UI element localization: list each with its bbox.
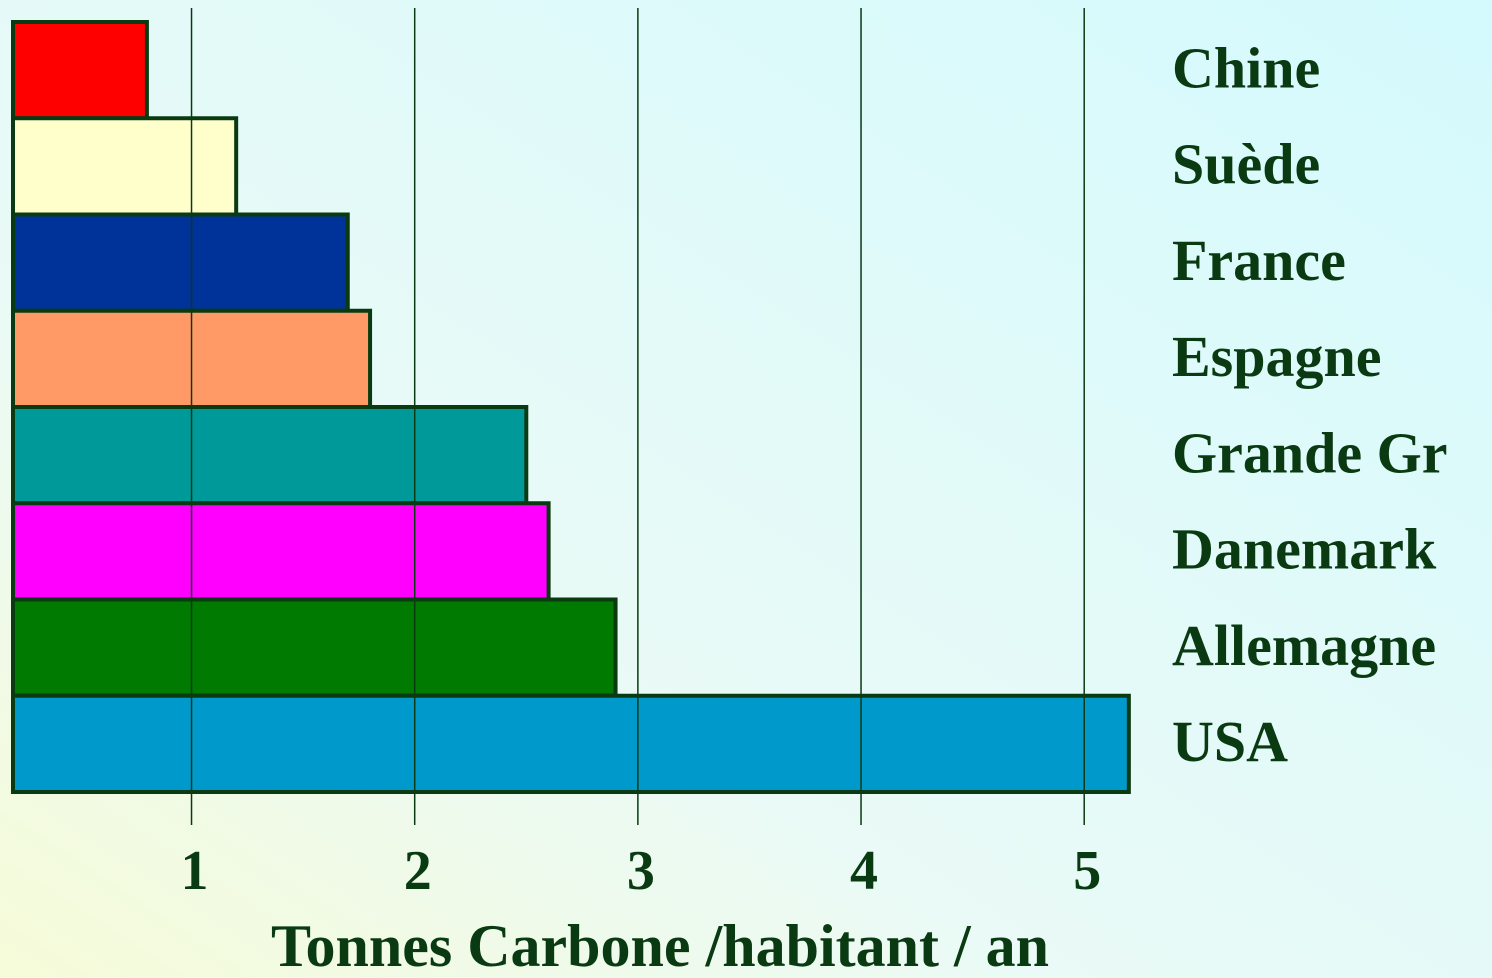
x-tick-label: 2 [404,840,432,902]
category-label: Chine [1172,35,1320,100]
labels: 1 2 3 4 5 Chine Suède France Espagne Grande Gr Dan… [181,35,1448,901]
x-tick-label: 1 [181,840,209,902]
x-axis-label: Tonnes Carbone /habitant / an [271,913,1049,978]
x-tick-label: 4 [850,840,878,902]
bar [11,693,1131,794]
bar [11,405,529,506]
category-label: Suède [1172,132,1320,197]
category-label: Allemagne [1172,613,1436,678]
bar [11,501,551,602]
category-label: Grande Gr [1172,420,1447,485]
bar [11,20,149,121]
bar [11,116,239,217]
bar [11,212,350,313]
category-label: Espagne [1172,324,1382,389]
x-tick-label: 5 [1073,840,1101,902]
category-label: USA [1172,709,1288,774]
x-tick-label: 3 [627,840,655,902]
bar [11,597,618,698]
grid [190,8,1085,825]
category-label: France [1172,228,1346,293]
category-label: Danemark [1172,517,1437,582]
